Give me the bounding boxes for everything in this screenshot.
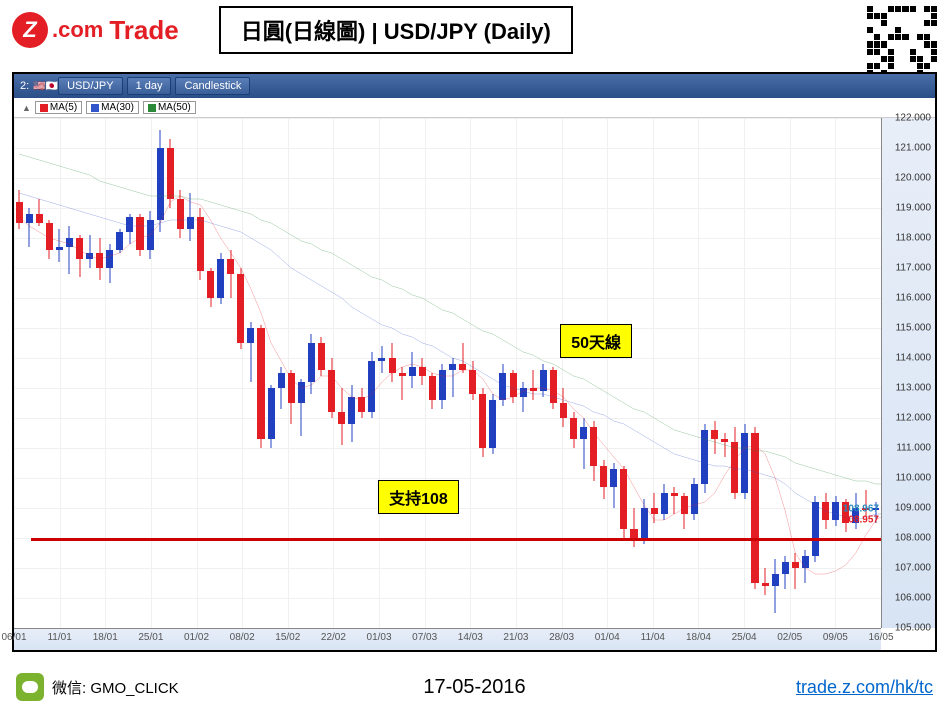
toolbar-index: 2: [20,80,29,92]
logo-z-icon: Z [12,12,48,48]
toolbar-pair[interactable]: USD/JPY [58,77,122,95]
ma-legend: ▲ MA(5) MA(30) MA(50) [14,98,935,118]
page-title: 日圓(日線圖) | USD/JPY (Daily) [219,6,573,54]
chart-container: 2: 🇺🇸🇯🇵 USD/JPY 1 day Candlestick ▲ MA(5… [12,72,937,652]
toolbar-timeframe[interactable]: 1 day [127,77,172,95]
chart-toolbar: 2: 🇺🇸🇯🇵 USD/JPY 1 day Candlestick [14,74,935,98]
qr-code-icon [867,6,937,76]
y-axis: 105.000106.000107.000108.000109.000110.0… [881,118,935,628]
logo-com-text: .com [52,17,103,43]
ma5-tag: MA(5) [35,101,82,114]
footer-date: 17-05-2016 [423,676,525,699]
ma50-tag: MA(50) [143,101,196,114]
ma30-tag: MA(30) [86,101,139,114]
wechat-icon [16,673,44,701]
chart-plot-area[interactable]: 50天線支持108108.967108.957 [14,118,881,628]
annotation: 50天線 [560,324,632,358]
footer: 微信: GMO_CLICK 17-05-2016 trade.z.com/hk/… [0,670,949,704]
x-axis: 06/0111/0118/0125/0101/0208/0215/0222/02… [14,628,881,650]
wechat-label: 微信: GMO_CLICK [52,677,179,698]
annotation: 支持108 [378,480,459,514]
logo: Z .com Trade [12,12,179,48]
toolbar-type[interactable]: Candlestick [175,77,250,95]
footer-link[interactable]: trade.z.com/hk/tc [796,677,933,698]
logo-trade-text: Trade [109,15,178,46]
